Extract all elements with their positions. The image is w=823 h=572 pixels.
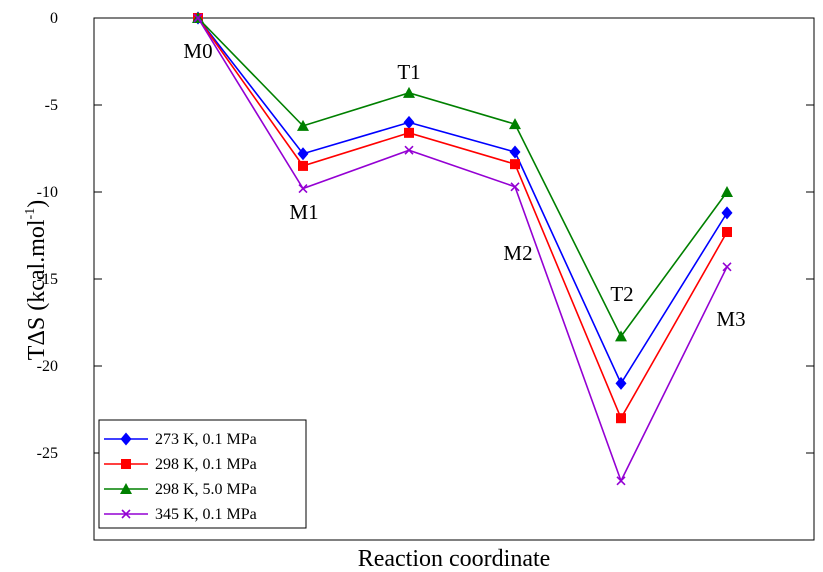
y-axis: 0 -5 -10 -15 -20 -25	[37, 10, 814, 462]
point-label: T1	[397, 60, 420, 84]
data-point	[298, 160, 308, 171]
series-layer	[192, 11, 733, 486]
legend-box	[98, 419, 307, 529]
point-label: T2	[610, 282, 633, 306]
y-tick-label: -25	[37, 445, 58, 462]
legend-item: 345 K, 0.1 MPa	[104, 506, 257, 523]
legend-label: 345 K, 0.1 MPa	[155, 506, 257, 523]
data-point	[722, 227, 732, 238]
legend-marker	[121, 459, 131, 469]
data-point	[721, 186, 733, 197]
data-point	[615, 376, 627, 390]
legend-items: 273 K, 0.1 MPa 298 K, 0.1 MPa 298 K, 5.0 M…	[104, 431, 257, 523]
data-point	[404, 127, 414, 138]
point-label: M2	[503, 241, 532, 265]
y-tick-label: -20	[37, 358, 58, 375]
data-point	[510, 159, 520, 170]
legend: 273 K, 0.1 MPa 298 K, 0.1 MPa 298 K, 5.0 M…	[98, 419, 307, 529]
x-axis-title: Reaction coordinate	[358, 546, 551, 572]
series-line	[197, 17, 728, 483]
legend-label: 298 K, 5.0 MPa	[155, 481, 257, 498]
point-label: M0	[183, 39, 212, 63]
data-point	[297, 119, 309, 131]
data-point	[509, 145, 521, 159]
legend-item: 298 K, 5.0 MPa	[104, 481, 257, 498]
y-tick-label: -10	[37, 184, 58, 201]
series-3	[192, 12, 733, 342]
y-tick-label: -15	[37, 271, 58, 288]
series-line	[197, 17, 728, 421]
legend-marker	[121, 509, 131, 519]
series-1	[192, 11, 733, 390]
data-point	[616, 476, 626, 486]
data-point	[616, 413, 626, 424]
legend-item: 298 K, 0.1 MPa	[104, 456, 257, 473]
data-point	[193, 13, 203, 23]
data-point	[403, 115, 415, 129]
data-point	[403, 86, 415, 98]
point-label: M3	[716, 307, 745, 331]
y-axis-title: TΔS (kcal.mol-1)	[23, 200, 50, 360]
data-point	[297, 147, 309, 161]
series-line	[197, 17, 728, 386]
data-point	[615, 330, 627, 342]
series-2	[193, 13, 732, 424]
series-4	[193, 13, 732, 486]
data-point	[404, 145, 414, 155]
data-point	[509, 118, 521, 130]
data-point	[722, 262, 732, 272]
point-labels: M0 M1 T1 M2 T2 M3	[183, 39, 745, 331]
y-tick-label: -5	[45, 97, 58, 114]
point-label: M1	[289, 200, 318, 224]
series-line	[197, 17, 728, 338]
y-tick-label: 0	[50, 10, 58, 27]
data-point	[721, 206, 733, 220]
legend-label: 298 K, 0.1 MPa	[155, 456, 257, 473]
legend-item: 273 K, 0.1 MPa	[104, 431, 257, 448]
legend-marker	[120, 483, 132, 494]
data-point	[298, 183, 308, 194]
legend-marker	[120, 432, 132, 446]
legend-label: 273 K, 0.1 MPa	[155, 431, 257, 448]
data-point	[510, 182, 520, 192]
